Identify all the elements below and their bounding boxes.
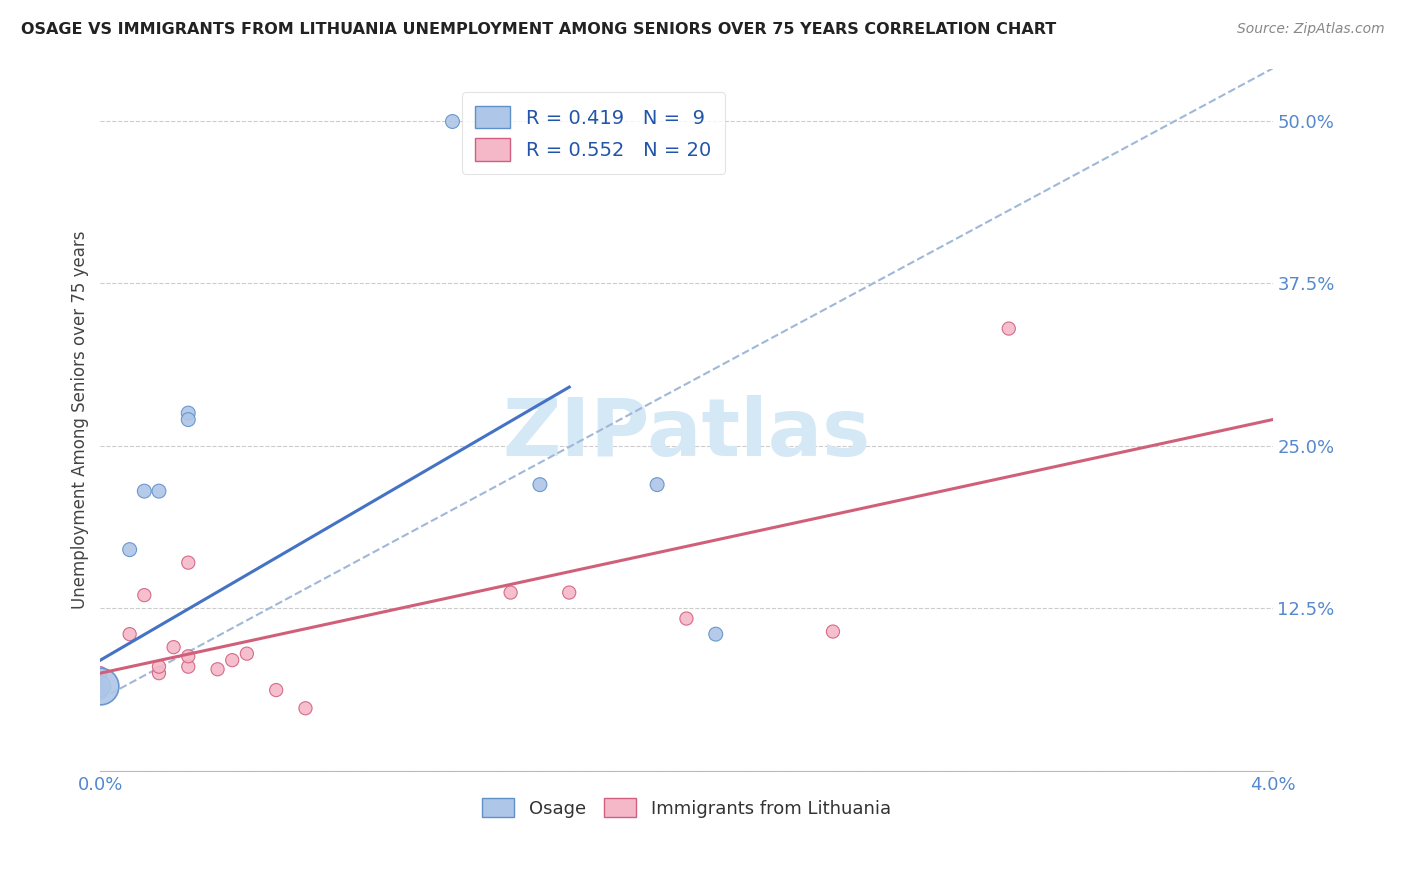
- Point: [440, 113, 463, 128]
- Point: [704, 627, 727, 641]
- Point: [177, 406, 200, 420]
- Text: OSAGE VS IMMIGRANTS FROM LITHUANIA UNEMPLOYMENT AMONG SENIORS OVER 75 YEARS CORR: OSAGE VS IMMIGRANTS FROM LITHUANIA UNEMP…: [21, 22, 1056, 37]
- Point: [221, 653, 243, 667]
- Point: [645, 477, 668, 491]
- Point: [162, 640, 184, 655]
- Point: [89, 679, 111, 693]
- Point: [134, 484, 156, 499]
- Point: [118, 542, 141, 557]
- Point: [177, 649, 200, 664]
- Point: [148, 484, 170, 499]
- Point: [529, 477, 551, 491]
- Legend: Osage, Immigrants from Lithuania: Osage, Immigrants from Lithuania: [475, 791, 898, 825]
- Point: [148, 659, 170, 673]
- Point: [177, 556, 200, 570]
- Point: [499, 585, 522, 599]
- Point: [294, 701, 316, 715]
- Point: [89, 679, 111, 693]
- Point: [177, 659, 200, 673]
- Point: [675, 611, 697, 625]
- Text: ZIPatlas: ZIPatlas: [502, 394, 870, 473]
- Point: [148, 666, 170, 681]
- Point: [997, 321, 1019, 335]
- Point: [177, 412, 200, 426]
- Text: Source: ZipAtlas.com: Source: ZipAtlas.com: [1237, 22, 1385, 37]
- Point: [821, 624, 844, 639]
- Point: [134, 588, 156, 602]
- Point: [236, 647, 259, 661]
- Point: [207, 662, 229, 676]
- Point: [264, 683, 287, 698]
- Y-axis label: Unemployment Among Seniors over 75 years: Unemployment Among Seniors over 75 years: [72, 230, 89, 609]
- Point: [118, 627, 141, 641]
- Point: [89, 666, 111, 681]
- Point: [558, 585, 581, 599]
- Point: [89, 679, 111, 693]
